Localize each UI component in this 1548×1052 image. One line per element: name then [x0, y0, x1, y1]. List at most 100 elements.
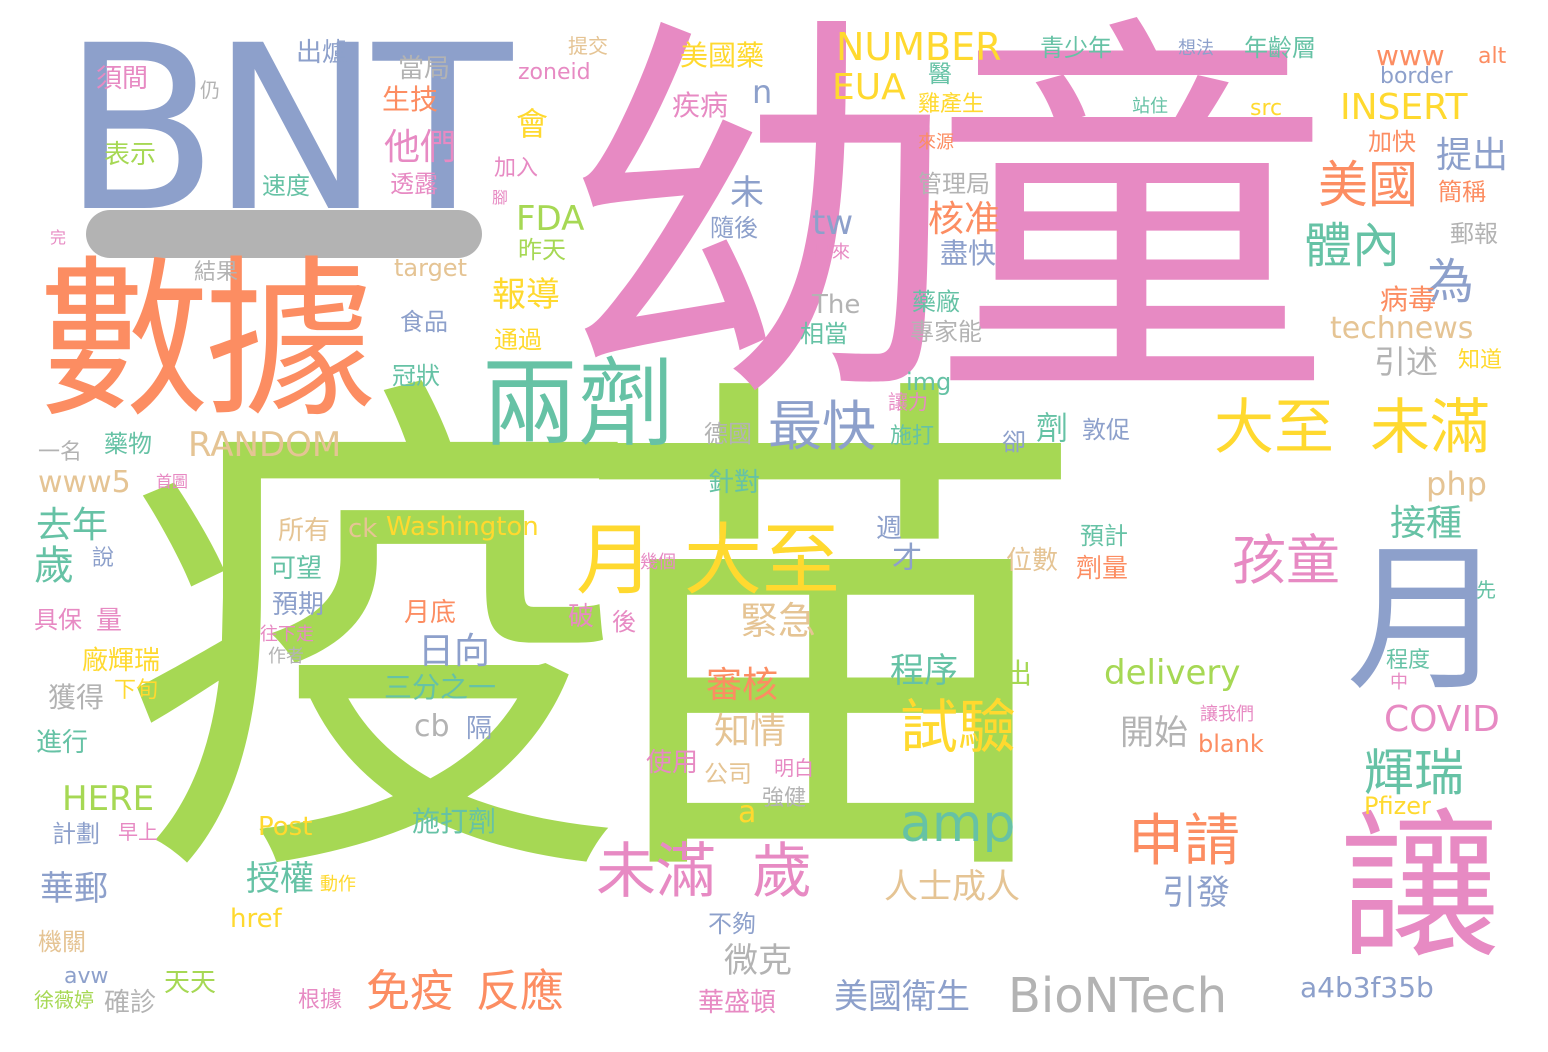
word: www5: [38, 465, 131, 500]
word: 提出: [1436, 135, 1509, 176]
censored-bar: [86, 210, 482, 258]
word: cb: [414, 709, 450, 744]
word: 計劃: [52, 820, 100, 848]
word: 月: [576, 516, 655, 606]
word: 月底: [404, 598, 457, 628]
word: RANDOM: [188, 425, 342, 465]
word: 動作: [320, 874, 356, 895]
word: 歲: [34, 543, 74, 589]
word: 美國衛生: [834, 977, 970, 1017]
word: 公司: [704, 760, 752, 788]
word: 出來: [814, 242, 850, 263]
word: 孩童: [1232, 529, 1340, 592]
word: 三分之一: [384, 671, 497, 704]
word: 獲得: [48, 681, 105, 714]
word: 知道: [1458, 348, 1503, 373]
word: a: [738, 795, 757, 830]
word: amp: [900, 794, 1016, 854]
word: 大至: [684, 516, 841, 606]
word: HERE: [62, 779, 155, 819]
word: 保護: [662, 807, 719, 840]
word: INSERT: [1340, 87, 1468, 128]
word: 根據: [298, 988, 343, 1013]
word: 徐薇婷: [34, 988, 94, 1012]
word: tw: [812, 203, 854, 243]
word: 未滿: [1370, 393, 1490, 463]
word: 一名: [38, 440, 83, 465]
word: 所有: [278, 516, 331, 546]
word: NUMBER: [836, 25, 1002, 69]
word: 試驗: [900, 693, 1017, 761]
word: 會: [516, 105, 549, 143]
word: 隔: [466, 714, 493, 744]
word: 知情: [714, 711, 787, 752]
word: technews: [1330, 311, 1474, 346]
word: Post: [258, 812, 313, 842]
word: 授權: [246, 859, 314, 899]
word: 速度: [262, 172, 310, 200]
word: 醫: [928, 60, 952, 88]
word: 通過: [494, 326, 542, 354]
word: 管理局: [918, 170, 990, 198]
word: 提交: [568, 34, 608, 58]
word: 申請: [1128, 809, 1240, 874]
word: 說: [92, 546, 115, 571]
word: 程度: [1386, 648, 1431, 673]
word: 加入: [494, 156, 539, 181]
word: BNT: [62, 0, 512, 262]
word: 月: [1346, 526, 1507, 713]
word: img: [906, 368, 952, 396]
word: 來源: [918, 132, 954, 153]
word: blank: [1198, 730, 1264, 758]
word: 報導: [492, 275, 560, 315]
word: 數據: [38, 240, 376, 441]
word: 未: [730, 173, 764, 213]
word: border: [1380, 64, 1453, 89]
word: 專家能: [910, 318, 982, 346]
word: EUA: [832, 67, 906, 108]
word: src: [1250, 96, 1283, 121]
word: 腳: [492, 188, 509, 207]
word: 讓我們: [1200, 704, 1254, 725]
word: 可望: [270, 554, 323, 584]
word: 破: [568, 602, 595, 632]
word: 生技: [382, 83, 439, 116]
word: 量: [96, 606, 123, 636]
word: 機關: [38, 928, 86, 956]
word: 仍: [200, 78, 220, 102]
word: COVID: [1384, 699, 1500, 740]
word: 疾病: [672, 89, 729, 122]
word: 大至: [1214, 393, 1334, 463]
word: 施打: [890, 424, 935, 449]
word: 華盛頓: [698, 988, 777, 1018]
word: 接種: [1390, 503, 1463, 544]
word: 他們: [384, 127, 457, 168]
word: 年齡層: [1244, 34, 1316, 62]
word: 美國: [1318, 156, 1418, 214]
word: ck: [348, 514, 378, 544]
word: 去年: [36, 505, 109, 546]
word: 微克: [724, 941, 792, 981]
word: 劑量: [1076, 554, 1129, 584]
word: 作者: [268, 646, 304, 667]
word: 幼童: [562, 0, 1332, 452]
word: href: [230, 904, 282, 934]
word: 核准: [928, 199, 1001, 240]
word: 完: [50, 228, 67, 247]
word: n: [752, 73, 773, 111]
word: 早上: [118, 820, 158, 844]
word: 冠狀: [392, 362, 440, 390]
word: 透露: [390, 170, 438, 198]
word: 兩劑: [482, 348, 674, 460]
word: 為: [1426, 254, 1475, 310]
word: 預期: [272, 590, 325, 620]
word: 敦促: [1082, 416, 1130, 444]
word: 郵報: [1450, 220, 1498, 248]
word: 具保: [34, 606, 82, 634]
word: 往下走: [260, 624, 314, 645]
word: 幾個: [640, 552, 676, 573]
word: 廠輝瑞: [82, 646, 161, 676]
word: www: [1376, 39, 1445, 72]
word: 須間: [96, 64, 149, 94]
